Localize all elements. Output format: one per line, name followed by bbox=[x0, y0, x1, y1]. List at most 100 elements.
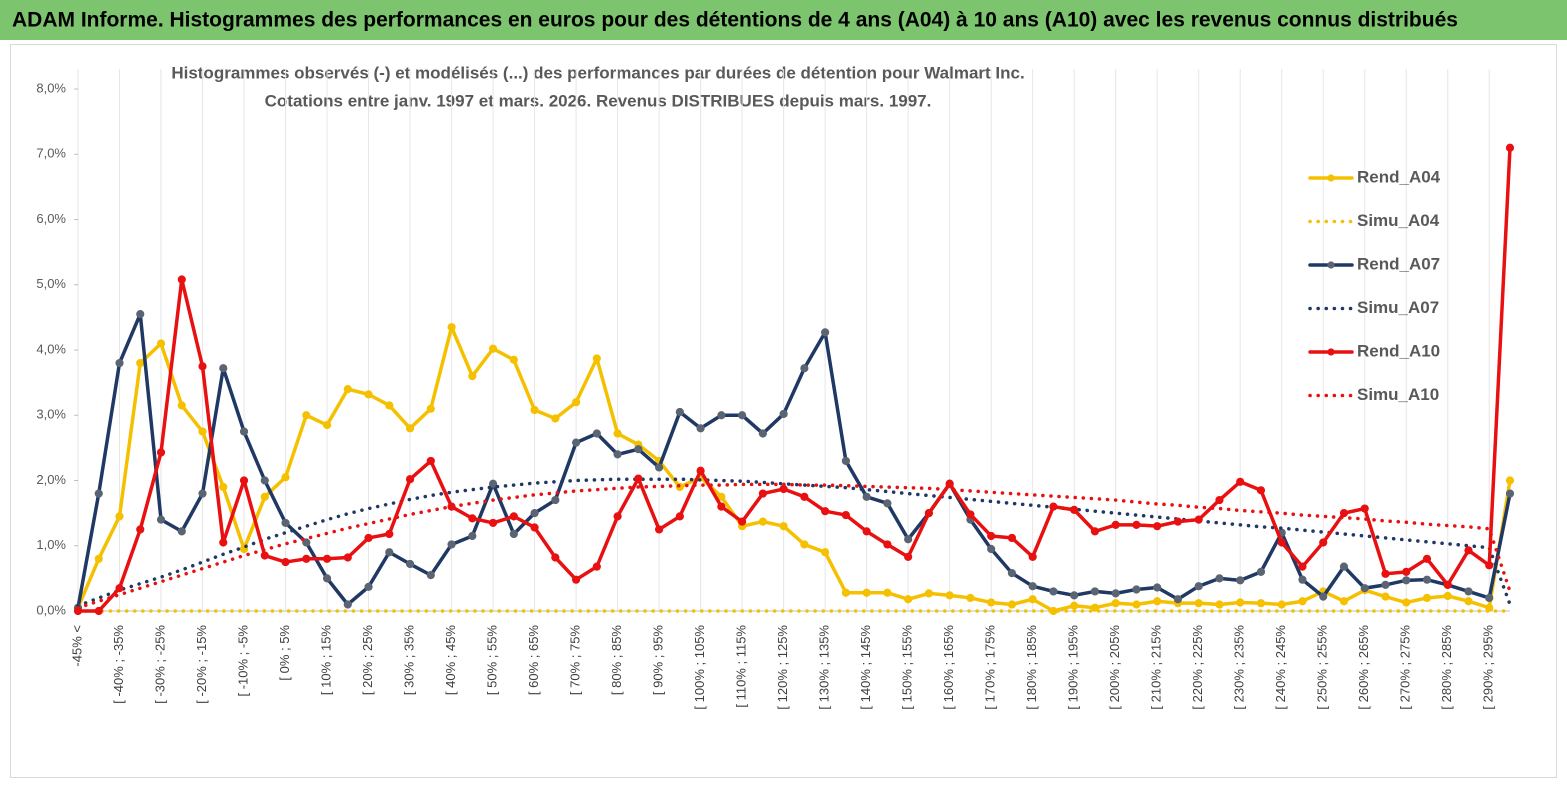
data-point bbox=[385, 401, 394, 410]
data-point bbox=[1111, 520, 1120, 529]
data-point bbox=[1132, 585, 1141, 594]
data-point bbox=[156, 515, 166, 524]
data-point bbox=[219, 364, 228, 373]
x-tick-label: [ -10% ; -5% bbox=[235, 625, 250, 697]
data-point bbox=[509, 529, 518, 539]
data-point bbox=[468, 514, 477, 523]
x-tick-label: [ 250% ; 255% bbox=[1315, 625, 1330, 710]
data-point bbox=[738, 411, 747, 420]
data-point bbox=[945, 479, 954, 488]
x-tick-label: [ 90% ; 95% bbox=[651, 625, 666, 696]
y-tick-label: 5,0% bbox=[36, 276, 66, 291]
data-point bbox=[1236, 477, 1245, 486]
data-point bbox=[592, 562, 601, 571]
data-point bbox=[322, 554, 332, 563]
x-tick-label: [ 270% ; 275% bbox=[1398, 625, 1413, 710]
data-point bbox=[1153, 583, 1162, 592]
data-point bbox=[1153, 522, 1162, 531]
data-point bbox=[198, 362, 207, 371]
x-tick-label: [ 0% ; 5% bbox=[277, 625, 292, 681]
x-tick-label: [ 150% ; 155% bbox=[900, 625, 915, 710]
data-point bbox=[136, 310, 145, 319]
y-tick-label: 1,0% bbox=[36, 537, 66, 552]
x-tick-label: [ -30% ; -25% bbox=[152, 625, 167, 704]
data-point bbox=[779, 484, 788, 494]
data-point bbox=[551, 414, 560, 423]
data-point bbox=[447, 323, 456, 332]
y-tick-label: 6,0% bbox=[36, 211, 66, 226]
legend-label: Rend_A04 bbox=[1357, 167, 1441, 186]
data-point bbox=[488, 518, 498, 528]
x-tick-label: [ 50% ; 55% bbox=[485, 625, 500, 696]
data-point bbox=[655, 525, 664, 534]
data-point bbox=[675, 512, 684, 521]
data-point bbox=[551, 495, 560, 505]
legend-label: Simu_A07 bbox=[1357, 298, 1439, 317]
x-tick-label: [ 20% ; 25% bbox=[360, 625, 375, 696]
data-point bbox=[1090, 527, 1100, 536]
data-point bbox=[883, 588, 892, 597]
data-point bbox=[987, 531, 996, 541]
x-tick-label: [ 70% ; 75% bbox=[568, 625, 583, 696]
data-point bbox=[302, 411, 311, 420]
data-point bbox=[613, 450, 622, 459]
data-point bbox=[364, 533, 373, 543]
data-point bbox=[821, 507, 830, 516]
data-point bbox=[281, 557, 290, 567]
data-point bbox=[1028, 595, 1037, 604]
data-point bbox=[468, 372, 477, 381]
data-point bbox=[1298, 575, 1307, 584]
data-point bbox=[613, 512, 622, 521]
data-point bbox=[136, 358, 145, 368]
data-point bbox=[1132, 600, 1141, 609]
data-point bbox=[1298, 562, 1307, 571]
data-point bbox=[488, 479, 498, 488]
x-tick-label: [ 30% ; 35% bbox=[401, 625, 416, 696]
data-point bbox=[260, 551, 269, 560]
series-line bbox=[76, 145, 1512, 613]
x-tick-label: [ 290% ; 295% bbox=[1481, 625, 1496, 710]
data-point bbox=[281, 473, 290, 482]
data-point bbox=[239, 427, 249, 436]
x-tick-label: [ 120% ; 125% bbox=[775, 625, 790, 710]
data-point bbox=[1256, 486, 1266, 495]
legend-label: Simu_A10 bbox=[1357, 385, 1439, 404]
y-tick-label: 7,0% bbox=[36, 146, 66, 161]
data-point bbox=[1277, 600, 1286, 609]
data-point bbox=[405, 424, 415, 433]
data-point bbox=[343, 385, 352, 394]
data-point bbox=[883, 499, 892, 508]
data-point bbox=[1236, 576, 1245, 585]
data-point bbox=[1277, 538, 1286, 547]
data-point bbox=[987, 544, 996, 554]
data-point bbox=[426, 404, 435, 413]
data-point bbox=[966, 593, 975, 603]
data-point bbox=[821, 328, 830, 337]
data-point bbox=[1007, 533, 1017, 543]
data-point bbox=[862, 527, 871, 536]
data-point bbox=[509, 355, 518, 364]
legend-marker bbox=[1327, 261, 1335, 269]
data-point bbox=[364, 390, 373, 399]
data-point bbox=[1256, 599, 1266, 608]
data-point bbox=[613, 429, 622, 438]
data-point bbox=[1111, 589, 1120, 598]
data-point bbox=[1381, 569, 1390, 578]
x-tick-label: [ 60% ; 65% bbox=[526, 625, 541, 696]
legend-label: Simu_A04 bbox=[1357, 211, 1440, 230]
data-point bbox=[1319, 592, 1328, 601]
x-tick-label: [ 210% ; 215% bbox=[1149, 625, 1164, 710]
data-point bbox=[841, 456, 850, 466]
data-point bbox=[1215, 574, 1224, 583]
data-point bbox=[1194, 515, 1203, 524]
chart-border bbox=[10, 44, 1557, 778]
data-point bbox=[1422, 554, 1432, 563]
data-point bbox=[1028, 552, 1037, 561]
data-point bbox=[904, 535, 913, 544]
data-point bbox=[530, 405, 539, 415]
data-point bbox=[281, 518, 290, 528]
x-tick-label: [ 10% ; 15% bbox=[318, 625, 333, 696]
data-point bbox=[385, 529, 394, 539]
data-point bbox=[779, 409, 788, 419]
